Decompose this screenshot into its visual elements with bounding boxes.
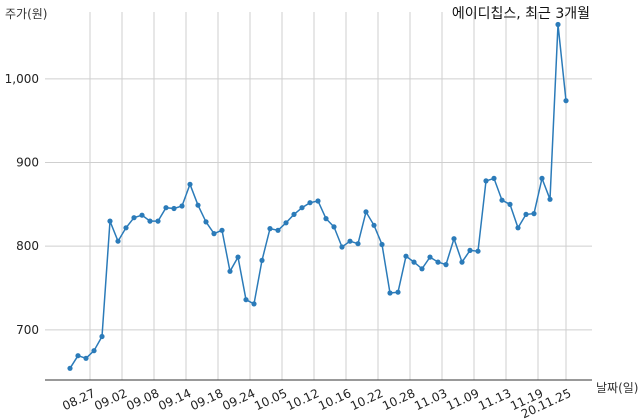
data-point bbox=[139, 212, 145, 218]
series-line bbox=[69, 24, 567, 369]
data-point bbox=[467, 247, 473, 253]
data-point bbox=[99, 333, 105, 340]
data-point bbox=[75, 353, 81, 359]
data-points bbox=[67, 21, 569, 371]
data-point bbox=[187, 181, 193, 187]
data-point bbox=[67, 365, 73, 371]
x-tick-label: 09.02 bbox=[92, 386, 129, 413]
data-point bbox=[435, 259, 441, 265]
grid bbox=[45, 12, 592, 380]
x-tick-label: 10.28 bbox=[380, 386, 417, 413]
data-point bbox=[515, 225, 521, 231]
y-tick-label: 900 bbox=[16, 156, 39, 170]
data-point bbox=[267, 226, 273, 232]
x-tick-label: 11.13 bbox=[476, 386, 513, 413]
x-tick-label: 10.05 bbox=[252, 386, 289, 413]
data-point bbox=[219, 227, 225, 233]
data-point bbox=[523, 211, 529, 217]
data-point bbox=[539, 175, 545, 181]
data-point bbox=[443, 262, 449, 268]
data-point bbox=[339, 244, 345, 250]
x-axis-ticks: 08.2709.0209.0809.1409.1809.2410.0510.12… bbox=[60, 386, 573, 419]
data-point bbox=[491, 175, 497, 181]
data-point bbox=[379, 241, 385, 248]
data-point bbox=[459, 259, 465, 265]
data-point bbox=[211, 231, 217, 237]
data-point bbox=[307, 200, 313, 206]
data-point bbox=[123, 225, 129, 231]
data-point bbox=[451, 236, 457, 242]
data-point bbox=[155, 218, 161, 224]
data-point bbox=[251, 301, 257, 307]
data-point bbox=[275, 227, 281, 233]
data-point bbox=[395, 289, 401, 295]
data-point bbox=[235, 254, 241, 260]
data-point bbox=[83, 355, 89, 361]
data-point bbox=[91, 348, 97, 354]
x-tick-label: 10.12 bbox=[284, 386, 321, 413]
y-tick-label: 700 bbox=[16, 323, 39, 337]
data-point bbox=[507, 201, 513, 207]
y-axis-ticks: 700 800 900 1,000 bbox=[5, 72, 39, 337]
data-point bbox=[283, 220, 289, 226]
y-tick-label: 1,000 bbox=[5, 72, 39, 86]
data-point bbox=[499, 197, 505, 203]
data-point bbox=[299, 205, 305, 211]
x-tick-label: 10.22 bbox=[348, 386, 385, 413]
x-axis-title: 날짜(일) bbox=[596, 381, 638, 395]
data-point bbox=[411, 259, 417, 265]
data-point bbox=[419, 266, 425, 272]
data-point bbox=[323, 216, 329, 222]
x-tick-label: 08.27 bbox=[60, 386, 97, 413]
data-point bbox=[243, 297, 249, 303]
data-point bbox=[563, 98, 569, 104]
x-tick-label: 10.16 bbox=[316, 386, 353, 413]
data-point bbox=[227, 268, 233, 274]
data-point bbox=[107, 218, 113, 224]
data-point bbox=[331, 224, 337, 230]
x-tick-label: 09.24 bbox=[220, 386, 257, 413]
data-point bbox=[371, 222, 377, 228]
data-point bbox=[291, 211, 297, 217]
data-point bbox=[347, 238, 353, 244]
data-point bbox=[147, 218, 153, 224]
data-point bbox=[115, 238, 121, 244]
y-tick-label: 800 bbox=[16, 239, 39, 253]
data-point bbox=[483, 178, 489, 184]
y-axis-title: 주가(원) bbox=[5, 7, 47, 21]
data-point bbox=[355, 241, 361, 247]
data-point bbox=[555, 21, 561, 28]
x-tick-label: 09.18 bbox=[188, 386, 225, 413]
data-point bbox=[195, 202, 201, 208]
data-point bbox=[475, 248, 481, 254]
data-point bbox=[427, 254, 433, 260]
x-tick-label: 11.09 bbox=[444, 386, 481, 413]
data-point bbox=[363, 209, 369, 215]
x-tick-label: 09.14 bbox=[156, 386, 193, 413]
data-point bbox=[387, 290, 393, 296]
chart-title: 에이디칩스, 최근 3개월 bbox=[452, 6, 590, 22]
data-point bbox=[403, 253, 409, 259]
data-point bbox=[531, 211, 537, 217]
data-point bbox=[163, 205, 169, 211]
data-point bbox=[547, 196, 553, 202]
data-point bbox=[171, 205, 177, 212]
data-point bbox=[315, 198, 321, 204]
x-tick-label: 11.03 bbox=[412, 386, 449, 413]
x-tick-label: 09.08 bbox=[124, 386, 161, 413]
data-point bbox=[203, 219, 209, 225]
data-point bbox=[179, 203, 185, 209]
data-point bbox=[131, 215, 137, 221]
data-point bbox=[259, 257, 265, 263]
